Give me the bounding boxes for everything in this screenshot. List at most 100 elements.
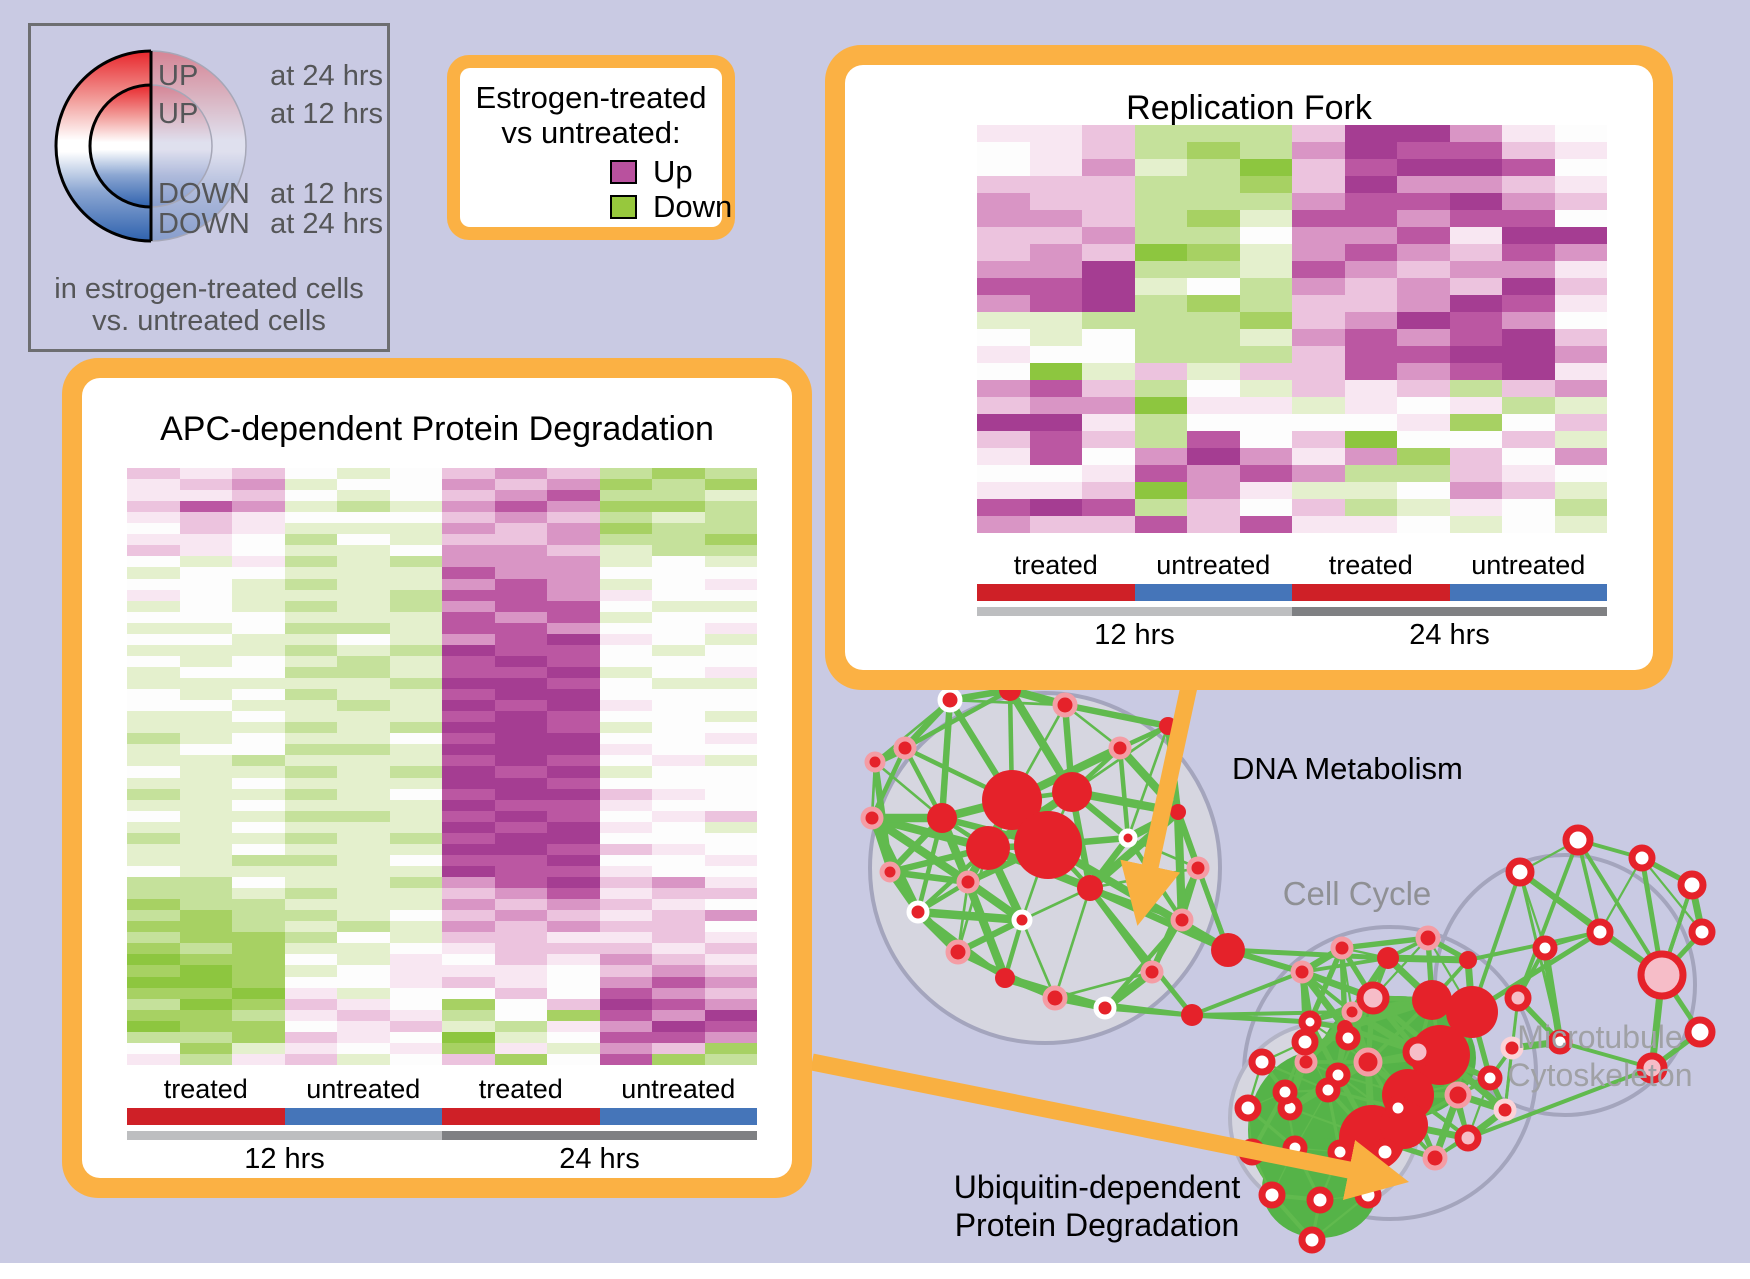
heatmap-cell	[337, 567, 390, 579]
heatmap-cell	[704, 788, 757, 800]
heatmap-cell	[127, 490, 180, 502]
heatmap-cell	[179, 512, 232, 524]
heatmap-cell	[127, 644, 180, 656]
heatmap-cell	[389, 899, 442, 911]
heatmap-cell	[127, 611, 180, 623]
network-node-donutWhite	[1385, 1095, 1411, 1121]
heatmap-cell	[599, 976, 652, 988]
heatmap-cell	[1397, 125, 1450, 142]
treated-bar	[1292, 584, 1450, 601]
heatmap-cell	[1502, 261, 1555, 278]
heatmap-cell	[337, 589, 390, 601]
heatmap-cell	[337, 468, 390, 480]
heatmap-cell	[1134, 329, 1187, 346]
heatmap-cell	[547, 1020, 600, 1032]
heatmap-cell	[652, 865, 705, 878]
network-label-dna: DNA Metabolism	[1232, 751, 1463, 786]
heatmap-cell	[1029, 482, 1082, 499]
heatmap-cell	[284, 567, 337, 579]
heatmap-cell	[494, 1042, 547, 1054]
heatmap-cell	[652, 644, 705, 656]
heatmap-cell	[337, 545, 390, 557]
network-node-donutWhite	[1335, 1025, 1361, 1051]
heatmap-cell	[1082, 210, 1135, 227]
heatmap-cell	[179, 976, 232, 988]
network-node-donutPink	[1637, 950, 1687, 1000]
apc-degradation-panel: APC-dependent Protein Degradation treate…	[62, 358, 812, 1198]
heatmap-cell	[547, 943, 600, 955]
heatmap-cell	[1187, 278, 1240, 295]
network-node-blob	[1014, 811, 1082, 879]
heatmap-cell	[442, 523, 495, 535]
heatmap-cell	[599, 965, 652, 977]
heatmap-cell	[652, 987, 705, 999]
network-node-blob	[966, 826, 1010, 870]
heatmap-cell	[704, 633, 757, 645]
network-node-solid	[1181, 1004, 1203, 1026]
heatmap-cell	[1029, 414, 1082, 431]
heatmap-cell	[1134, 312, 1187, 329]
heatmap-cell	[1134, 244, 1187, 261]
heatmap-cell	[494, 501, 547, 513]
heatmap-cell	[1082, 346, 1135, 363]
heatmap-cell	[599, 854, 652, 866]
heatmap-cell	[1502, 414, 1555, 431]
heatmap-cell	[494, 788, 547, 800]
heatmap-cell	[389, 689, 442, 701]
network-edge	[938, 699, 954, 819]
heatmap-cell	[1502, 193, 1555, 210]
network-edge	[1191, 1010, 1353, 1017]
heatmap-cell	[389, 600, 442, 612]
heatmap-cell	[1292, 516, 1345, 533]
heatmap-cell	[652, 1009, 705, 1021]
heatmap-cell	[547, 711, 600, 723]
heatmap-cell	[337, 655, 390, 667]
network-edge	[1559, 1040, 1653, 1070]
heatmap-cell	[179, 633, 232, 645]
heatmap-cell	[127, 556, 180, 568]
ring-label-up-inner: UP	[158, 98, 199, 130]
heatmap-cell	[547, 512, 600, 524]
heatmap-cell	[127, 821, 180, 833]
heatmap-cell	[389, 987, 442, 999]
heatmap-cell	[547, 777, 600, 789]
heatmap-cell	[1397, 295, 1450, 312]
heatmap-cell	[179, 567, 232, 579]
heatmap-cell	[1292, 329, 1345, 346]
heatmap-cell	[1292, 448, 1345, 465]
heatmap-cell	[232, 501, 285, 513]
network-edge	[964, 880, 1009, 980]
heatmap-cell	[1187, 295, 1240, 312]
heatmap-cell	[494, 998, 547, 1010]
heatmap-cell	[1449, 431, 1502, 448]
heatmap-cell	[704, 965, 757, 977]
heatmap-cell	[1029, 176, 1082, 193]
heatmap-cell	[232, 1020, 285, 1032]
heatmap-cell	[1554, 244, 1607, 261]
heatmap-cell	[1029, 448, 1082, 465]
heatmap-cell	[127, 910, 180, 922]
network-edge	[1117, 747, 1131, 839]
heatmap-cell	[442, 578, 495, 590]
heatmap-cell	[1082, 176, 1135, 193]
heatmap-cell	[442, 655, 495, 667]
network-edge	[1175, 811, 1231, 951]
ring-time-12-up: at 12 hrs	[270, 98, 383, 130]
network-edge	[1053, 887, 1092, 999]
heatmap-cell	[599, 832, 652, 844]
heatmap-cell	[389, 678, 442, 690]
heatmap-cell	[1134, 499, 1187, 516]
heatmap-cell	[494, 954, 547, 966]
apc-degradation-title: APC-dependent Protein Degradation	[160, 410, 714, 448]
heatmap-cell	[442, 711, 495, 723]
network-edge	[1054, 996, 1193, 1017]
heatmap-cell	[232, 468, 285, 480]
heatmap-cell	[1554, 397, 1607, 414]
heatmap-cell	[1187, 261, 1240, 278]
heatmap-cell	[442, 666, 495, 679]
heatmap-cell	[284, 899, 337, 911]
heatmap-cell	[442, 788, 495, 800]
network-node-solid	[1377, 947, 1399, 969]
